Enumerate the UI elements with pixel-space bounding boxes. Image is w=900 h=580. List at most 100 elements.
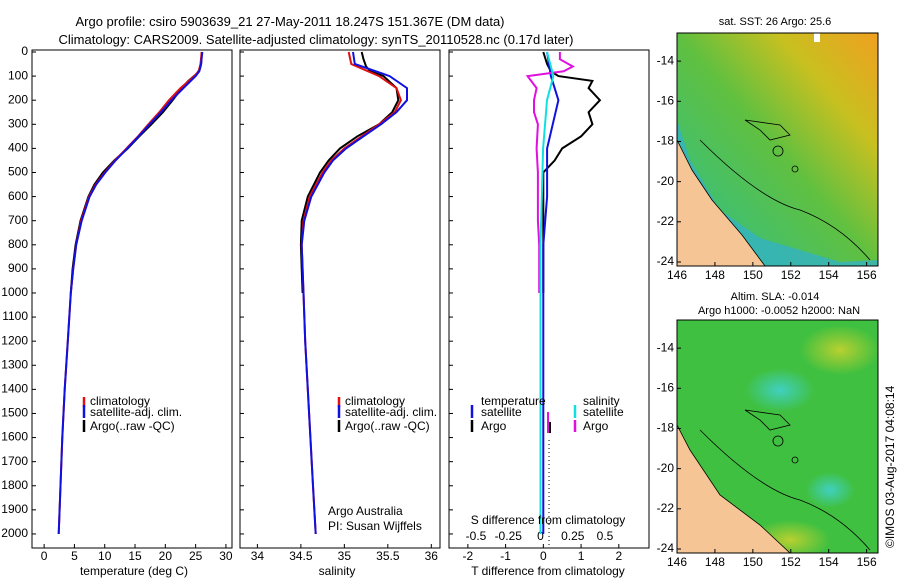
temperature-x-label: temperature (deg C) bbox=[80, 564, 188, 578]
legend-s-satellite-label: satellite bbox=[583, 405, 624, 419]
s-diff-tick-label: -0.5 bbox=[466, 529, 487, 543]
t-difference-label: T difference from climatology bbox=[471, 564, 625, 578]
legend-temperature-title: temperature bbox=[481, 394, 546, 408]
sla-reef-outlines bbox=[699, 409, 871, 551]
salinity-x-axis: 34 34.5 35 35.5 36 bbox=[240, 51, 438, 563]
map-y-tick-label: -24 bbox=[657, 541, 675, 555]
legend-t-satellite-label: satellite bbox=[481, 405, 522, 419]
title-line-2: Climatology: CARS2009. Satellite-adjuste… bbox=[59, 32, 574, 47]
map-y-tick-label: -24 bbox=[657, 254, 675, 268]
legend-satellite-label: satellite-adj. clim. bbox=[345, 405, 437, 419]
temperature-panel: 0100200300400500600700800900100011001200… bbox=[1, 44, 233, 578]
sst-land bbox=[677, 139, 766, 266]
x-tick-label: 35 bbox=[338, 549, 352, 563]
legend-satellite-label: satellite-adj. clim. bbox=[90, 405, 182, 419]
x-tick-label: 34 bbox=[251, 549, 265, 563]
sst-reef-outlines bbox=[699, 119, 871, 261]
map-x-tick-label: 154 bbox=[819, 268, 839, 282]
depth-tick-label: 1500 bbox=[1, 406, 28, 420]
map-x-tick-label: 152 bbox=[781, 555, 801, 569]
x-tick-label: 0 bbox=[41, 549, 48, 563]
depth-tick-label: 400 bbox=[8, 141, 28, 155]
s-diff-tick-label: 0.5 bbox=[597, 529, 614, 543]
sla-land bbox=[677, 424, 791, 553]
map-x-tick-label: 156 bbox=[857, 555, 877, 569]
map-x-tick-label: 148 bbox=[705, 268, 725, 282]
temperature-axes-frame bbox=[31, 49, 233, 549]
map-x-tick-label: 152 bbox=[781, 268, 801, 282]
map-y-tick-label: -18 bbox=[657, 421, 675, 435]
depth-tick-label: 0 bbox=[21, 44, 28, 58]
depth-tick-label: 100 bbox=[8, 68, 28, 82]
map-x-tick-label: 156 bbox=[857, 268, 877, 282]
map-y-tick-label: -20 bbox=[657, 174, 675, 188]
depth-tick-label: 900 bbox=[8, 261, 28, 275]
map-y-tick-label: -22 bbox=[657, 501, 675, 515]
sst-map-title: sat. SST: 26 Argo: 25.6 bbox=[719, 16, 832, 28]
depth-tick-label: 1800 bbox=[1, 478, 28, 492]
map-y-tick-label: -14 bbox=[657, 53, 675, 67]
x-tick-label: 35.5 bbox=[376, 549, 400, 563]
difference-x-axis: -2 -1 0 1 2 -0.5 -0.25 0 0.25 0.5 bbox=[449, 51, 622, 563]
difference-panel: -2 -1 0 1 2 -0.5 -0.25 0 0.25 0.5 temperature sal… bbox=[448, 49, 650, 578]
sla-low-anomaly bbox=[800, 325, 878, 375]
depth-tick-label: 1600 bbox=[1, 430, 28, 444]
salinity-panel: 34 34.5 35 35.5 36 climatology satellite-adj… bbox=[239, 49, 441, 578]
t-diff-argo-line bbox=[542, 51, 602, 293]
x-tick-label: 5 bbox=[71, 549, 78, 563]
legend-salinity-title: salinity bbox=[583, 394, 620, 408]
x-tick-label: 2 bbox=[615, 549, 622, 563]
s-diff-satellite-line bbox=[539, 51, 555, 534]
map-x-tick-label: 150 bbox=[743, 555, 763, 569]
salinity-argo-line bbox=[299, 51, 400, 294]
map-y-tick-label: -20 bbox=[657, 461, 675, 475]
map-y-tick-label: -22 bbox=[657, 214, 675, 228]
s-diff-tick-label: 0 bbox=[537, 529, 544, 543]
salinity-profiles bbox=[299, 51, 408, 535]
x-tick-label: 1 bbox=[578, 549, 585, 563]
sla-map: Altim. SLA: -0.014 Argo h1000: -0.0052 h… bbox=[657, 291, 879, 569]
title-line-1: Argo profile: csiro 5903639_21 27-May-20… bbox=[75, 14, 504, 29]
depth-tick-label: 1400 bbox=[1, 382, 28, 396]
legend-argo-label: Argo(..raw -QC) bbox=[345, 419, 430, 433]
annotation-pi: PI: Susan Wijffels bbox=[328, 519, 422, 533]
salinity-axes-frame bbox=[239, 49, 441, 549]
annotation-argo-australia: Argo Australia bbox=[328, 504, 403, 518]
depth-tick-label: 300 bbox=[8, 116, 28, 130]
x-tick-label: 25 bbox=[189, 549, 203, 563]
depth-tick-label: 200 bbox=[8, 92, 28, 106]
legend-s-argo-label: Argo bbox=[583, 419, 609, 433]
sla-high-anomaly-2 bbox=[805, 472, 855, 508]
sst-map: sat. SST: 26 Argo: 25.6 146 148 150 152 154 1… bbox=[657, 16, 879, 282]
difference-axes-frame bbox=[448, 49, 650, 549]
temperature-profiles bbox=[57, 51, 204, 535]
sla-high-anomaly bbox=[745, 368, 815, 412]
sla-map-axes: 146 148 150 152 154 156 -14 -16 -18 -20 -22 -24 bbox=[657, 340, 877, 569]
depth-tick-label: 1200 bbox=[1, 333, 28, 347]
sst-missing-pixel bbox=[814, 33, 820, 42]
x-tick-label: -1 bbox=[500, 549, 511, 563]
depth-tick-label: 1900 bbox=[1, 502, 28, 516]
depth-tick-label: 500 bbox=[8, 165, 28, 179]
map-y-tick-label: -16 bbox=[657, 93, 675, 107]
salinity-x-label: salinity bbox=[319, 564, 356, 578]
depth-tick-label: 600 bbox=[8, 189, 28, 203]
x-tick-label: 15 bbox=[128, 549, 142, 563]
sst-map-frame bbox=[676, 32, 879, 267]
temperature-x-axis: 0 5 10 15 20 25 30 bbox=[41, 544, 233, 563]
x-tick-label: 0 bbox=[540, 549, 547, 563]
depth-tick-label: 1000 bbox=[1, 285, 28, 299]
map-x-tick-label: 148 bbox=[705, 555, 725, 569]
depth-tick-label: 1300 bbox=[1, 357, 28, 371]
map-x-tick-label: 154 bbox=[819, 555, 839, 569]
depth-axis: 0 100 200 300 400 500 600 700 800 900 1000 1100 1200… bbox=[1, 44, 36, 540]
t-diff-satellite-line bbox=[542, 51, 560, 534]
legend-argo-label: Argo(..raw -QC) bbox=[90, 419, 175, 433]
x-tick-label: 10 bbox=[98, 549, 112, 563]
difference-legend: temperature salinity satellite Argo sate… bbox=[470, 394, 624, 434]
s-difference-label: S difference from climatology bbox=[471, 513, 626, 527]
map-y-tick-label: -14 bbox=[657, 340, 675, 354]
temperature-legend: climatology satellite-adj. clim. Argo(..… bbox=[82, 394, 182, 433]
imos-stamp: ©IMOS 03-Aug-2017 04:08:14 bbox=[883, 385, 897, 548]
s-diff-tick-label: -0.25 bbox=[495, 529, 523, 543]
